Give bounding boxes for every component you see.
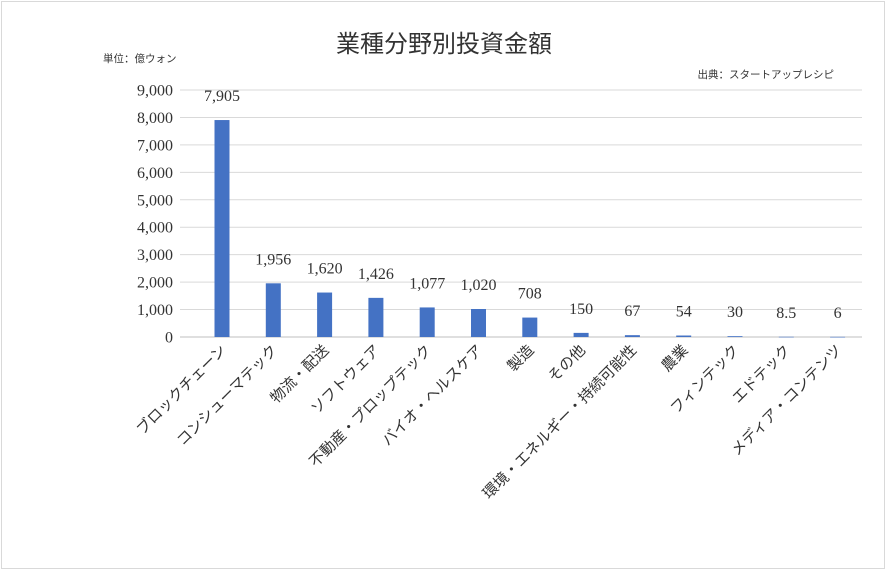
- bar: [265, 283, 281, 337]
- y-tick-label: 2,000: [137, 275, 173, 292]
- data-label: 6: [834, 305, 842, 322]
- gridlines: [180, 89, 862, 338]
- category-label: ブロックチェーン: [133, 341, 230, 438]
- category-label: コンシューマテック: [173, 341, 281, 449]
- bar: [727, 336, 743, 337]
- bar: [317, 292, 333, 337]
- data-label: 1,620: [307, 261, 343, 278]
- data-label: 1,426: [358, 266, 394, 283]
- y-tick-label: 0: [165, 330, 173, 347]
- bar: [471, 309, 486, 337]
- bar: [624, 335, 640, 337]
- category-label: その他: [544, 341, 589, 386]
- source-note: 出典：スタートアップレシピ: [698, 68, 835, 81]
- data-label: 1,020: [461, 277, 497, 294]
- data-label: 150: [569, 301, 593, 318]
- bar: [830, 336, 846, 338]
- category-labels: ブロックチェーンコンシューマテック物流・配送ソフトウェア不動産・プロップテックバ…: [133, 341, 846, 502]
- data-label: 8.5: [776, 305, 796, 322]
- y-axis-tick-labels: 0 1,000 2,000 3,000 4,000 5,000 6,000 7,000 8,00…: [137, 83, 173, 347]
- data-labels: 7,905 1,956 1,620 1,426 1,077 1,020 708 150 67 54…: [204, 88, 842, 322]
- data-label: 30: [727, 304, 743, 321]
- bar: [419, 307, 435, 337]
- y-tick-label: 4,000: [137, 220, 173, 237]
- data-label: 1,077: [409, 275, 445, 292]
- bars: [214, 120, 846, 338]
- bar: [522, 317, 538, 337]
- data-label: 7,905: [204, 88, 240, 105]
- category-label: 製造: [504, 341, 538, 375]
- bar: [368, 297, 384, 337]
- unit-note: 単位：億ウォン: [103, 52, 177, 65]
- y-tick-label: 9,000: [137, 83, 173, 100]
- data-label: 54: [676, 304, 692, 321]
- bar: [573, 332, 589, 337]
- bar: [778, 336, 794, 338]
- bar: [214, 120, 230, 337]
- y-tick-label: 6,000: [137, 165, 173, 182]
- y-tick-label: 8,000: [137, 110, 173, 127]
- y-tick-label: 3,000: [137, 247, 173, 264]
- y-tick-label: 5,000: [137, 192, 173, 209]
- data-label: 67: [624, 303, 640, 320]
- bar: [676, 335, 692, 337]
- category-label: 農業: [658, 341, 692, 375]
- y-tick-label: 7,000: [137, 137, 173, 154]
- y-tick-label: 1,000: [137, 302, 173, 319]
- data-label: 708: [518, 286, 542, 303]
- data-label: 1,956: [255, 251, 291, 268]
- category-label: バイオ・ヘルスケア: [378, 341, 486, 449]
- chart-title: 業種分野別投資金額: [336, 30, 552, 58]
